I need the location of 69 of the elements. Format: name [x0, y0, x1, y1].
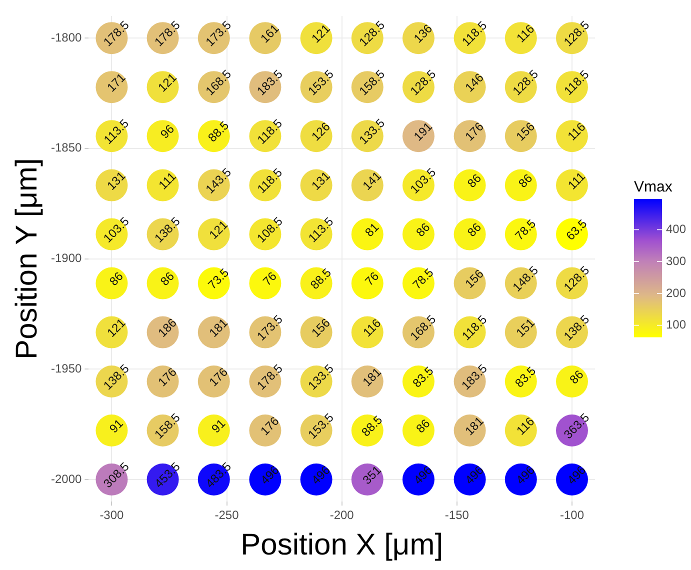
annotation: 131 — [104, 168, 128, 193]
annotation: 121 — [308, 21, 334, 46]
annotation: 181 — [462, 414, 487, 438]
color-bar-label: 400 — [666, 222, 686, 236]
x-axis-title: Position X [μm] — [240, 528, 444, 562]
annotation: 121 — [104, 316, 128, 340]
annotation: 176 — [206, 364, 231, 390]
annotation: 156 — [513, 119, 538, 144]
annotation: 146 — [462, 70, 487, 95]
annotation: 191 — [410, 119, 436, 144]
annotation: 81 — [362, 220, 382, 240]
annotation: 86 — [516, 170, 536, 190]
annotation: 176 — [155, 364, 180, 390]
annotation: 76 — [260, 268, 280, 288]
annotation: 116 — [360, 316, 384, 340]
annotation: 86 — [464, 220, 484, 240]
y-tick-label: -1950 — [50, 361, 82, 376]
x-tick-label: -100 — [560, 508, 584, 522]
annotation: 496 — [308, 462, 334, 488]
annotation: 496 — [564, 462, 589, 488]
x-tick-label: -300 — [100, 508, 124, 522]
annotation: 176 — [462, 119, 487, 144]
color-bar-title: Vmax — [634, 178, 673, 196]
annotation: 86 — [106, 268, 126, 288]
annotation: 151 — [513, 316, 538, 340]
annotation: 86 — [464, 170, 484, 190]
annotation: 76 — [362, 268, 382, 288]
annotation: 496 — [258, 462, 282, 488]
annotation: 181 — [360, 364, 384, 390]
annotation: 86 — [158, 268, 178, 288]
y-tick-label: -1800 — [50, 30, 82, 44]
annotation: 176 — [258, 414, 282, 438]
annotation: 126 — [308, 119, 334, 144]
annotation: 121 — [206, 218, 231, 242]
annotation: 86 — [413, 220, 433, 240]
y-axis-title: Position Y [μm] — [10, 158, 44, 360]
annotation: 116 — [514, 414, 538, 438]
annotation: 96 — [158, 122, 178, 142]
y-tick-label: -1850 — [50, 140, 82, 155]
annotation: 86 — [413, 416, 433, 436]
annotation: 136 — [410, 21, 436, 46]
annotation: 116 — [564, 120, 588, 144]
annotation: 186 — [155, 316, 180, 340]
annotation: 121 — [155, 70, 180, 95]
annotation: 496 — [410, 462, 436, 488]
y-tick-label: -2000 — [50, 472, 82, 486]
annotation: 86 — [566, 367, 586, 387]
annotation: 116 — [514, 22, 538, 46]
x-tick-label: -150 — [444, 508, 470, 522]
annotation: 131 — [308, 168, 334, 193]
color-bar-label: 100 — [666, 318, 686, 332]
annotation: 171 — [104, 70, 128, 95]
x-tick-label: -200 — [330, 508, 354, 522]
annotation: 181 — [206, 316, 231, 340]
x-tick-label: -250 — [214, 508, 240, 522]
annotation: 156 — [462, 266, 487, 291]
color-bar-label: 300 — [666, 254, 686, 268]
annotation: 111 — [565, 169, 588, 192]
annotation: 496 — [513, 462, 538, 488]
annotation: 91 — [208, 416, 228, 436]
annotation: 91 — [106, 416, 126, 436]
annotation: 496 — [462, 462, 487, 488]
annotation: 156 — [308, 316, 334, 340]
color-bar-label: 200 — [666, 286, 686, 300]
annotation: 351 — [360, 462, 384, 488]
annotation: 141 — [360, 168, 384, 193]
annotation: 161 — [258, 21, 282, 46]
annotation: 111 — [156, 169, 179, 192]
y-tick-label: -1900 — [50, 251, 82, 266]
